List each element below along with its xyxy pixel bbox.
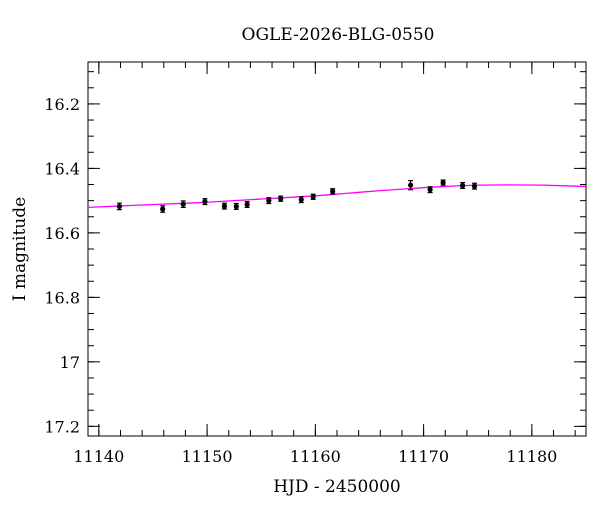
y-tick-label: 17.2 — [44, 417, 80, 436]
data-point — [116, 202, 122, 211]
plot-frame — [87, 61, 587, 437]
data-point — [202, 198, 208, 206]
data-marker — [180, 201, 186, 207]
data-point — [278, 195, 284, 202]
data-point — [310, 193, 316, 200]
data-marker — [310, 194, 316, 200]
data-point — [160, 205, 166, 213]
data-marker — [427, 187, 433, 193]
data-marker — [440, 179, 446, 186]
data-marker — [202, 199, 208, 205]
x-axis-label: HJD - 2450000 — [273, 477, 401, 497]
data-point — [244, 201, 250, 209]
axis-tick-labels: 11140 11150 11160 11170 11180 16.2 16.4 16.6 16.… — [44, 95, 557, 466]
data-point — [408, 180, 414, 191]
y-axis-label: I magnitude — [10, 197, 30, 301]
data-marker — [116, 203, 122, 210]
data-marker — [278, 196, 284, 202]
x-tick-label: 11150 — [182, 447, 233, 466]
data-point — [298, 196, 304, 204]
data-point — [233, 202, 239, 210]
y-tick-label: 17 — [60, 353, 80, 372]
x-tick-label: 11170 — [398, 447, 449, 466]
data-point — [440, 179, 446, 186]
data-point — [330, 188, 336, 195]
data-point — [459, 181, 466, 189]
data-marker — [459, 182, 466, 189]
model-curve — [87, 184, 587, 209]
x-tick-label: 11140 — [73, 447, 124, 466]
x-tick-label: 11180 — [506, 447, 557, 466]
data-point — [221, 202, 228, 210]
data-marker — [471, 183, 478, 189]
x-tick-label: 11160 — [290, 447, 341, 466]
data-point — [180, 200, 186, 209]
y-tick-label: 16.6 — [44, 224, 80, 243]
data-marker — [160, 206, 166, 212]
y-tick-label: 16.8 — [44, 288, 80, 307]
data-marker — [298, 197, 304, 203]
chart-title: OGLE-2026-BLG-0550 — [242, 25, 435, 45]
y-tick-label: 16.4 — [44, 159, 80, 178]
data-marker — [266, 198, 272, 204]
plot-area: 11140 11150 11160 11170 11180 16.2 16.4 16.6 16.… — [44, 61, 587, 466]
data-marker — [221, 203, 228, 209]
data-point — [427, 186, 433, 194]
data-marker — [244, 201, 250, 208]
y-tick-label: 16.2 — [44, 95, 80, 114]
axis-ticks — [88, 62, 586, 436]
data-point — [471, 182, 478, 190]
data-marker — [330, 188, 336, 194]
data-point — [266, 197, 272, 205]
data-marker — [408, 182, 414, 188]
data-marker — [233, 203, 239, 210]
data-points — [116, 179, 478, 213]
